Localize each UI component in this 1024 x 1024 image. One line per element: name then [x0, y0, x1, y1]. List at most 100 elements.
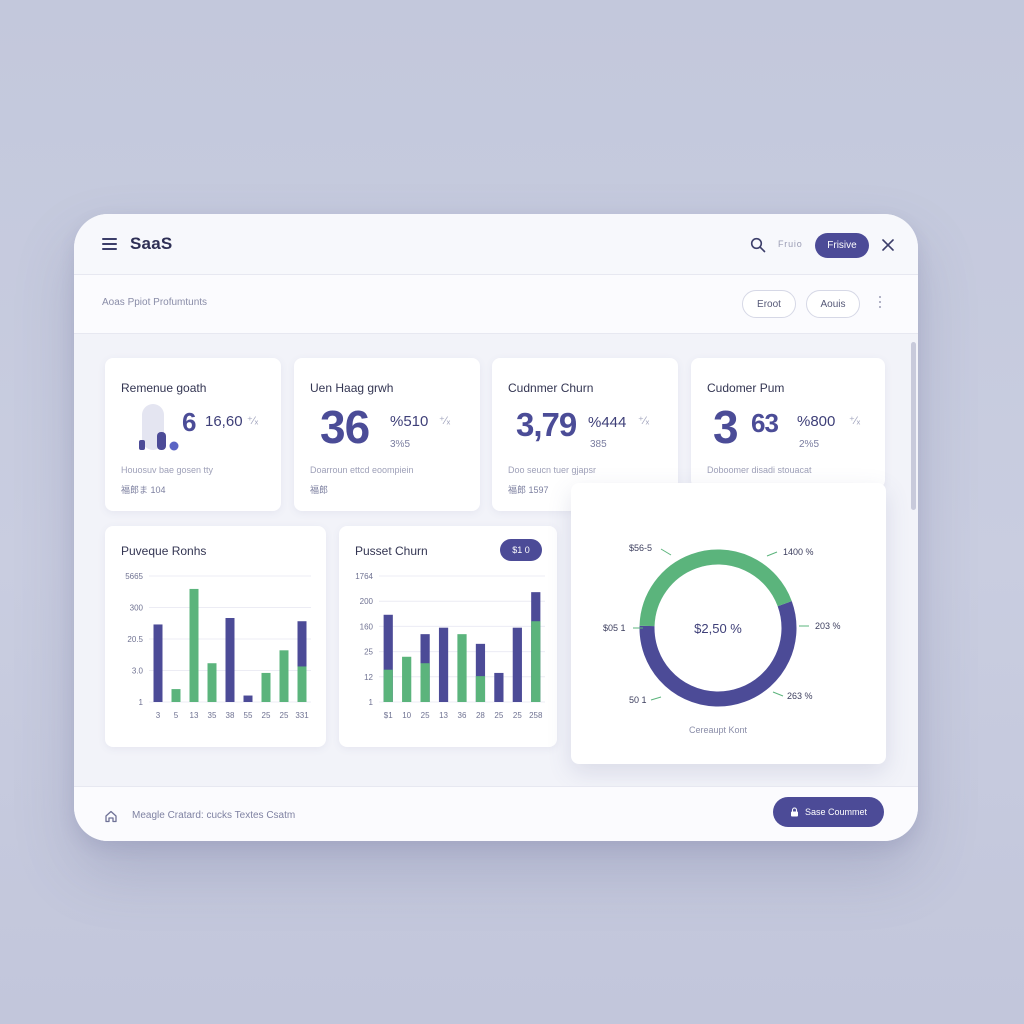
x-tick-label: $1: [384, 711, 393, 720]
leader-line: [660, 548, 672, 556]
x-tick-label: 13: [439, 711, 448, 720]
y-tick-label: 12: [364, 673, 373, 682]
search-hint[interactable]: Fruio: [778, 239, 803, 249]
bar[interactable]: [153, 624, 163, 702]
breadcrumb[interactable]: Aoas Ppiot Profumtunts: [102, 297, 208, 308]
bar[interactable]: [297, 666, 307, 702]
bar[interactable]: [243, 695, 253, 702]
churn-chart-card[interactable]: Pusset Churn $1 0 1764 200 160 25 12 1 $1 10 25 1…: [339, 526, 557, 747]
close-icon[interactable]: ⁺⁄ₓ: [638, 415, 650, 427]
app-title: SaaS: [130, 234, 173, 253]
bar[interactable]: [512, 627, 522, 702]
y-tick-label: 200: [360, 597, 374, 606]
title-bar: SaaS Fruio Frisive: [74, 214, 918, 274]
kpi-caption: Doboomer disadi stouacat: [707, 465, 812, 475]
x-tick-label: 25: [280, 711, 289, 720]
dashboard-window: SaaS Fruio Frisive Aoas Ppiot Profumtunt…: [74, 214, 918, 841]
bar[interactable]: [420, 663, 430, 702]
bar[interactable]: [383, 669, 393, 702]
x-tick-label: 28: [476, 711, 485, 720]
donut-label: $05 1: [603, 623, 626, 633]
bar[interactable]: [494, 672, 504, 702]
kpi-secondary-value: 16,60: [205, 413, 243, 430]
bar[interactable]: [171, 689, 181, 702]
leader-line: [766, 551, 778, 557]
kpi-value: 36: [320, 401, 370, 453]
x-tick-label: 35: [208, 711, 217, 720]
bar[interactable]: [475, 643, 486, 702]
close-icon[interactable]: [881, 238, 895, 252]
bar[interactable]: [261, 672, 271, 702]
home-icon[interactable]: [104, 809, 118, 823]
kpi-caption: Houosuv bae gosen tty: [121, 465, 214, 475]
bar[interactable]: [383, 614, 393, 702]
kpi-value: 6: [182, 407, 197, 437]
footer-text: Meagle Cratard: cucks Textes Csatm: [132, 810, 296, 821]
x-tick-label: 25: [513, 711, 522, 720]
bar[interactable]: [297, 621, 307, 702]
kpi-sub-value: 3%5: [390, 439, 411, 450]
kpi-title: Cudomer Pum: [707, 381, 785, 395]
search-icon[interactable]: [750, 237, 766, 253]
kpi-sub-value: 385: [590, 439, 607, 450]
save-comment-button[interactable]: Sase Coummet: [773, 797, 884, 827]
y-tick-label: 3.0: [132, 667, 144, 676]
kpi-value: 3: [713, 401, 739, 453]
revenue-chart-card[interactable]: Puveque Ronhs 5665 300 20.5 3.0 1 3 5 13 35 38 55 2…: [105, 526, 326, 747]
close-icon[interactable]: ⁺⁄ₓ: [439, 415, 451, 427]
kpi-meta: 福郎ま 104: [121, 485, 166, 495]
bar[interactable]: [402, 656, 412, 702]
donut-label: 263 %: [787, 691, 813, 701]
hamburger-menu-icon[interactable]: [102, 238, 117, 250]
bar[interactable]: [279, 650, 289, 702]
donut-caption: Cereaupt Kont: [689, 725, 748, 735]
close-icon[interactable]: ⁺⁄ₓ: [247, 415, 259, 427]
kpi-title: Cudnmer Churn: [508, 381, 594, 395]
kpi-card-revenue[interactable]: Remenue goath 6 16,60 ⁺⁄ₓ Houosuv bae go…: [105, 358, 281, 511]
y-tick-label: 300: [130, 604, 144, 613]
bar[interactable]: [207, 663, 217, 702]
kpi-card-customer-churn[interactable]: Cudnmer Churn 3,79 %444 ⁺⁄ₓ 385 Doo seuc…: [492, 358, 678, 511]
x-tick-label: 258: [529, 711, 543, 720]
donut-label: 50 1: [629, 695, 647, 705]
bar[interactable]: [189, 588, 199, 702]
y-tick-label: 1764: [355, 572, 373, 581]
sub-header: Aoas Ppiot Profumtunts Eroot Aouis: [74, 274, 918, 334]
footer-bar: Meagle Cratard: cucks Textes Csatm Sase …: [74, 786, 918, 841]
primary-button[interactable]: Frisive: [815, 233, 869, 258]
y-tick-label: 5665: [125, 572, 143, 581]
actions-button[interactable]: Aouis: [806, 290, 860, 318]
kpi-card-user-growth[interactable]: Uen Haag grwh 36 %510 ⁺⁄ₓ 3%5 Doarroun e…: [294, 358, 480, 511]
bar[interactable]: [438, 627, 449, 702]
kpi-title: Uen Haag grwh: [310, 381, 394, 395]
bar[interactable]: [457, 634, 467, 702]
bar[interactable]: [225, 618, 235, 702]
scrollbar[interactable]: [911, 342, 916, 510]
bar[interactable]: [531, 621, 541, 702]
x-tick-label: 25: [494, 711, 503, 720]
x-tick-label: 25: [421, 711, 430, 720]
donut-slice[interactable]: [627, 537, 809, 719]
more-options-icon[interactable]: [879, 296, 883, 310]
kpi-caption: Doo seucn tuer gjapsr: [508, 465, 597, 475]
churn-bar-chart: 1764 200 160 25 12 1 $1 10 25 13 36 28 25 25 258: [355, 572, 545, 720]
leader-line: [772, 691, 784, 697]
x-tick-label: 38: [226, 711, 235, 720]
close-icon[interactable]: ⁺⁄ₓ: [849, 415, 861, 427]
donut-label: $56-5: [629, 543, 652, 553]
bar[interactable]: [475, 676, 486, 702]
lock-icon: [790, 807, 798, 817]
donut-label: 203 %: [815, 621, 841, 631]
kpi-value: 3,79: [516, 406, 577, 443]
y-tick-label: 160: [360, 622, 374, 631]
donut-label: 1400 %: [783, 547, 814, 557]
kpi-secondary-value: %510: [390, 413, 429, 430]
donut-chart: $2,50 % $56-5 1400 % $05 1 203 % 50 1 263 % Cer…: [603, 537, 841, 735]
export-button[interactable]: Eroot: [742, 290, 796, 318]
kpi-card-customer-pum[interactable]: Cudomer Pum 3 63 %800 ⁺⁄ₓ 2%5 Doboomer d…: [691, 358, 885, 488]
leader-line: [650, 696, 662, 701]
chart-badge[interactable]: $1 0: [500, 539, 542, 561]
donut-chart-card[interactable]: $2,50 % $56-5 1400 % $05 1 203 % 50 1 263 % Cer…: [571, 483, 886, 764]
y-tick-label: 1: [139, 698, 144, 707]
